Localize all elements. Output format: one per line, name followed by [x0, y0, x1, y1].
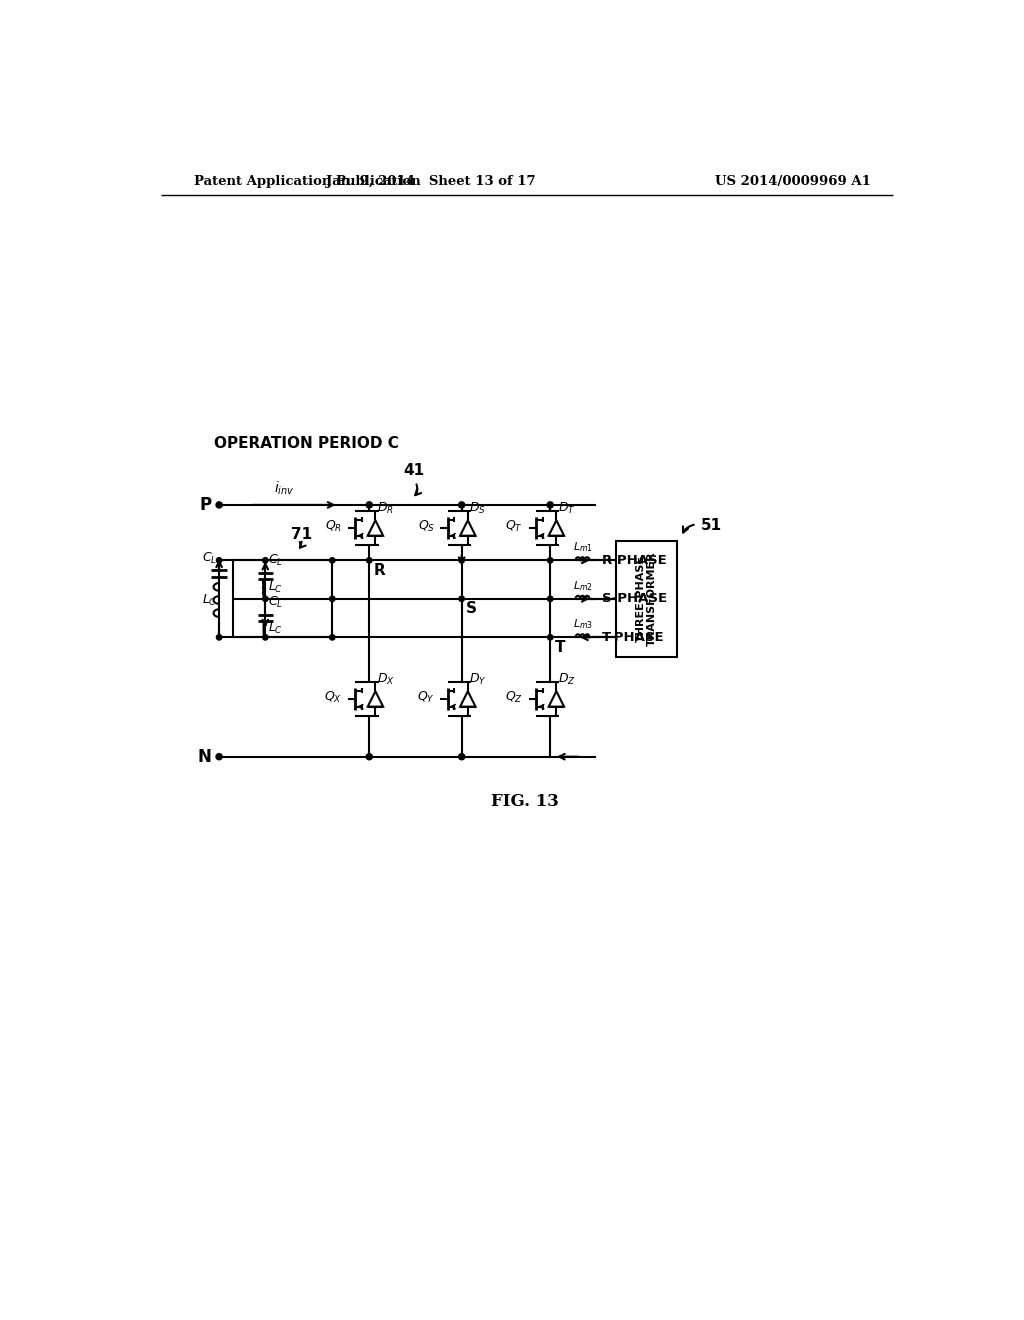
- Bar: [615, 541, 677, 656]
- Bar: [233, 561, 333, 638]
- Text: $Q_Z$: $Q_Z$: [505, 690, 523, 705]
- Text: R: R: [374, 562, 386, 578]
- Text: $C_L$: $C_L$: [202, 550, 217, 566]
- Text: $D_Z$: $D_Z$: [558, 672, 575, 686]
- Circle shape: [459, 557, 464, 564]
- Text: OPERATION PERIOD C: OPERATION PERIOD C: [214, 436, 398, 451]
- Text: 71: 71: [291, 527, 312, 543]
- Circle shape: [459, 597, 464, 602]
- Text: $i_{inv}$: $i_{inv}$: [274, 479, 295, 498]
- Circle shape: [548, 635, 553, 640]
- Circle shape: [330, 635, 335, 640]
- Circle shape: [330, 597, 335, 602]
- Text: $L_C$: $L_C$: [268, 579, 284, 595]
- Circle shape: [548, 557, 553, 564]
- Text: $L_{m1}$: $L_{m1}$: [572, 540, 593, 554]
- Text: T: T: [555, 640, 565, 655]
- Circle shape: [547, 502, 553, 508]
- Text: FIG. 13: FIG. 13: [490, 793, 559, 810]
- Text: $L_C$: $L_C$: [202, 593, 217, 607]
- Circle shape: [216, 557, 222, 564]
- Text: Patent Application Publication: Patent Application Publication: [194, 176, 421, 187]
- Circle shape: [262, 635, 268, 640]
- Text: $L_C$: $L_C$: [268, 620, 284, 636]
- Circle shape: [262, 597, 268, 602]
- Text: $Q_X$: $Q_X$: [325, 690, 342, 705]
- Text: $D_R$: $D_R$: [377, 500, 394, 516]
- Text: $D_T$: $D_T$: [558, 500, 575, 516]
- Circle shape: [216, 635, 222, 640]
- Circle shape: [216, 502, 222, 508]
- Circle shape: [367, 754, 373, 760]
- Text: $D_X$: $D_X$: [377, 672, 394, 686]
- Text: S-PHASE: S-PHASE: [602, 593, 667, 606]
- Text: N: N: [198, 747, 211, 766]
- Text: T-PHASE: T-PHASE: [602, 631, 665, 644]
- Text: P: P: [200, 496, 211, 513]
- Circle shape: [459, 754, 465, 760]
- Text: $Q_R$: $Q_R$: [326, 519, 342, 535]
- Text: $Q_S$: $Q_S$: [418, 519, 435, 535]
- Text: $Q_Y$: $Q_Y$: [417, 690, 435, 705]
- Circle shape: [367, 502, 373, 508]
- Circle shape: [459, 502, 465, 508]
- Circle shape: [262, 557, 268, 564]
- Text: Jan. 9, 2014   Sheet 13 of 17: Jan. 9, 2014 Sheet 13 of 17: [326, 176, 536, 187]
- Text: $C_L$: $C_L$: [268, 553, 284, 568]
- Text: $L_{m3}$: $L_{m3}$: [572, 618, 593, 631]
- Text: $C_L$: $C_L$: [268, 595, 284, 610]
- Circle shape: [330, 557, 335, 564]
- Circle shape: [216, 754, 222, 760]
- Text: THREE-PHASE
TRANSFORMER: THREE-PHASE TRANSFORMER: [636, 552, 657, 647]
- Circle shape: [548, 597, 553, 602]
- Text: 41: 41: [403, 463, 425, 478]
- Text: US 2014/0009969 A1: US 2014/0009969 A1: [715, 176, 870, 187]
- Text: R-PHASE: R-PHASE: [602, 554, 668, 566]
- Text: S: S: [466, 601, 477, 616]
- Text: $D_Y$: $D_Y$: [469, 672, 486, 686]
- Text: $L_{m2}$: $L_{m2}$: [572, 579, 593, 593]
- Circle shape: [367, 557, 372, 564]
- Text: $Q_T$: $Q_T$: [506, 519, 523, 535]
- Text: 51: 51: [700, 519, 722, 533]
- Text: $D_S$: $D_S$: [469, 500, 486, 516]
